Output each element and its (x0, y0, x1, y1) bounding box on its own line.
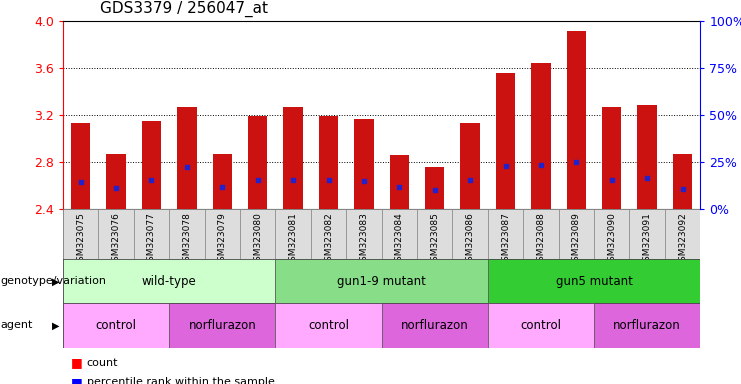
Bar (63, 303, 169, 348)
Text: GSM323086: GSM323086 (465, 212, 475, 267)
Bar (665, 209, 700, 263)
Text: ■: ■ (70, 356, 82, 369)
Text: GSM323079: GSM323079 (218, 212, 227, 267)
Text: GSM323076: GSM323076 (112, 212, 121, 267)
Text: control: control (96, 319, 136, 332)
Bar (276, 209, 310, 263)
Text: control: control (520, 319, 562, 332)
Bar (205, 209, 240, 263)
Text: GSM323088: GSM323088 (536, 212, 545, 267)
Bar (460, 123, 480, 209)
Text: ▶: ▶ (52, 276, 59, 286)
Text: GSM323089: GSM323089 (572, 212, 581, 267)
Bar (496, 73, 515, 209)
Text: gun1-9 mutant: gun1-9 mutant (337, 275, 426, 288)
Text: ■: ■ (70, 376, 82, 384)
Text: gun5 mutant: gun5 mutant (556, 275, 633, 288)
Bar (417, 209, 453, 263)
Text: GSM323078: GSM323078 (182, 212, 191, 267)
Bar (276, 303, 382, 348)
Text: GSM323083: GSM323083 (359, 212, 368, 267)
Bar (169, 209, 205, 263)
Text: percentile rank within the sample: percentile rank within the sample (87, 377, 275, 384)
Text: GSM323080: GSM323080 (253, 212, 262, 267)
Bar (63, 209, 99, 263)
Bar (213, 154, 232, 209)
Text: GSM323087: GSM323087 (501, 212, 510, 267)
Bar (382, 209, 417, 263)
Text: count: count (87, 358, 119, 368)
Bar (169, 303, 276, 348)
Bar (177, 107, 196, 209)
Text: GSM323084: GSM323084 (395, 212, 404, 267)
Bar (673, 154, 692, 209)
Bar (283, 107, 303, 209)
Text: GSM323085: GSM323085 (431, 212, 439, 267)
Bar (629, 209, 665, 263)
Bar (142, 121, 162, 209)
Bar (637, 104, 657, 209)
Text: ▶: ▶ (52, 320, 59, 331)
Text: GSM323082: GSM323082 (324, 212, 333, 267)
Bar (134, 209, 169, 263)
Bar (63, 259, 276, 303)
Text: agent: agent (1, 320, 33, 331)
Bar (319, 116, 338, 209)
Bar (523, 209, 559, 263)
Text: control: control (308, 319, 349, 332)
Bar (99, 209, 134, 263)
Bar (310, 209, 346, 263)
Bar (453, 209, 488, 263)
Bar (390, 155, 409, 209)
Bar (276, 259, 488, 303)
Bar (594, 303, 700, 348)
Bar (567, 30, 586, 209)
Text: norflurazon: norflurazon (614, 319, 681, 332)
Bar (354, 119, 373, 209)
Text: norflurazon: norflurazon (188, 319, 256, 332)
Bar (248, 116, 268, 209)
Bar (107, 154, 126, 209)
Bar (382, 303, 488, 348)
Bar (488, 259, 700, 303)
Text: GSM323091: GSM323091 (642, 212, 651, 267)
Bar (425, 167, 445, 209)
Text: GSM323077: GSM323077 (147, 212, 156, 267)
Bar (531, 63, 551, 209)
Text: GSM323081: GSM323081 (288, 212, 298, 267)
Bar (240, 209, 276, 263)
Bar (488, 209, 523, 263)
Text: genotype/variation: genotype/variation (1, 276, 107, 286)
Text: GSM323075: GSM323075 (76, 212, 85, 267)
Text: wild-type: wild-type (142, 275, 196, 288)
Text: GSM323090: GSM323090 (607, 212, 617, 267)
Bar (594, 209, 629, 263)
Text: GDS3379 / 256047_at: GDS3379 / 256047_at (100, 1, 268, 17)
Bar (488, 303, 594, 348)
Text: norflurazon: norflurazon (401, 319, 468, 332)
Bar (602, 107, 622, 209)
Text: GSM323092: GSM323092 (678, 212, 687, 267)
Bar (346, 209, 382, 263)
Bar (71, 123, 90, 209)
Bar (559, 209, 594, 263)
